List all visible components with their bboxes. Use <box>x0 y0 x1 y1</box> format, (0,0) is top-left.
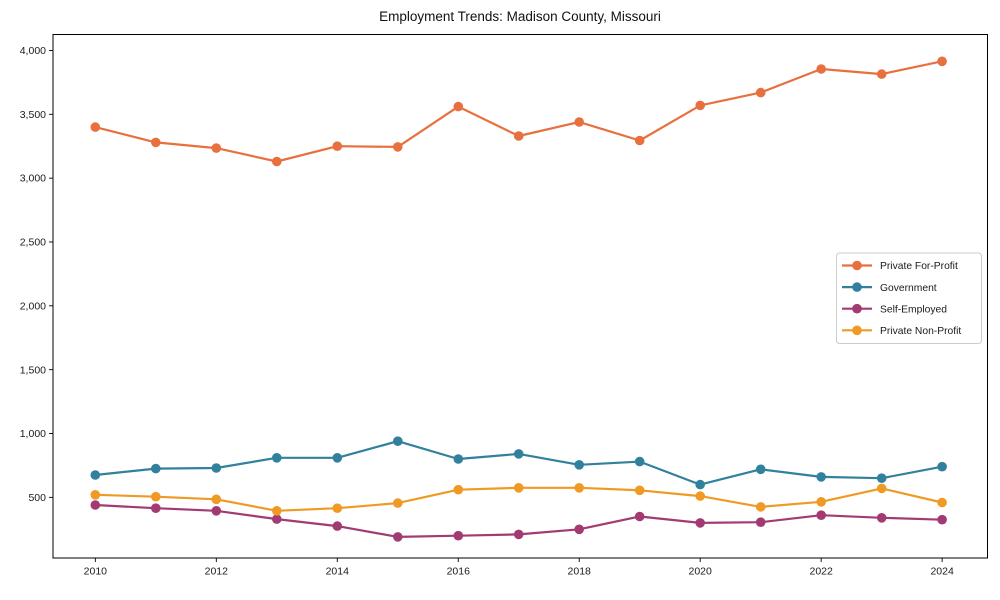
data-point-private-non-profit-2021 <box>755 502 766 512</box>
legend-label-private-for-profit: Private For-Profit <box>880 261 958 272</box>
data-point-private-for-profit-2022 <box>816 64 826 74</box>
data-point-private-for-profit-2011 <box>151 137 161 148</box>
data-point-self-employed-2016 <box>453 530 464 541</box>
data-point-self-employed-2010 <box>90 500 101 510</box>
data-point-private-for-profit-2014 <box>332 141 343 151</box>
data-point-private-non-profit-2022 <box>816 497 826 507</box>
legend <box>836 252 982 344</box>
data-point-government-2024 <box>937 461 947 472</box>
data-point-government-2019 <box>634 456 645 467</box>
data-point-private-non-profit-2024 <box>937 497 947 508</box>
data-point-private-for-profit-2019 <box>634 135 645 146</box>
data-point-self-employed-2011 <box>151 503 161 513</box>
data-point-private-for-profit-2024 <box>937 56 947 67</box>
legend-marker-private-for-profit <box>852 260 862 271</box>
data-point-private-for-profit-2012 <box>211 143 222 153</box>
data-point-private-for-profit-2020 <box>695 100 705 111</box>
data-point-government-2015 <box>393 436 403 447</box>
data-point-self-employed-2022 <box>816 510 826 520</box>
data-point-self-employed-2020 <box>695 518 705 528</box>
data-point-private-non-profit-2014 <box>332 503 343 513</box>
data-point-self-employed-2019 <box>634 511 645 522</box>
data-point-private-for-profit-2010 <box>90 122 101 132</box>
data-point-private-non-profit-2023 <box>876 483 887 494</box>
chart-title: Employment Trends: Madison County, Misso… <box>379 9 661 24</box>
y-axis-tick-label: 2,500 <box>20 237 46 249</box>
data-point-self-employed-2015 <box>393 532 403 542</box>
data-point-self-employed-2018 <box>574 524 584 535</box>
data-point-government-2014 <box>332 453 343 463</box>
data-point-government-2018 <box>574 460 584 470</box>
data-point-private-non-profit-2010 <box>90 490 101 500</box>
data-point-private-non-profit-2017 <box>513 483 524 493</box>
data-point-government-2021 <box>755 464 766 475</box>
y-axis-tick-label: 2,000 <box>20 300 46 312</box>
data-point-government-2016 <box>453 454 464 464</box>
series-line-government <box>95 440 943 486</box>
data-point-private-for-profit-2015 <box>393 142 403 152</box>
data-point-self-employed-2024 <box>937 514 947 525</box>
x-axis-tick-label: 2020 <box>689 566 713 578</box>
legend-label-self-employed: Self-Employed <box>880 304 947 315</box>
data-point-private-non-profit-2016 <box>453 484 464 495</box>
legend-marker-private-non-profit <box>852 325 862 336</box>
y-axis-tick-label: 1,000 <box>20 428 46 440</box>
data-point-private-for-profit-2023 <box>876 69 887 79</box>
y-axis-tick-label: 500 <box>28 492 46 504</box>
legend-marker-government <box>852 282 862 292</box>
x-axis-tick-label: 2018 <box>568 566 592 578</box>
data-point-private-non-profit-2012 <box>211 494 222 505</box>
data-point-government-2020 <box>695 479 705 490</box>
series-line-private-for-profit <box>95 60 943 163</box>
data-point-government-2013 <box>272 453 282 463</box>
y-axis-tick-label: 3,000 <box>20 173 46 185</box>
data-point-government-2023 <box>876 473 887 484</box>
data-point-government-2011 <box>151 463 161 474</box>
data-point-self-employed-2013 <box>272 514 282 524</box>
data-point-private-non-profit-2018 <box>574 483 584 493</box>
data-point-self-employed-2017 <box>513 529 524 540</box>
data-point-private-non-profit-2013 <box>272 506 282 516</box>
data-point-private-for-profit-2018 <box>574 117 584 127</box>
data-point-private-for-profit-2021 <box>755 87 766 98</box>
data-point-private-for-profit-2016 <box>453 101 464 112</box>
data-point-private-non-profit-2020 <box>695 491 705 501</box>
legend-marker-self-employed <box>852 303 862 314</box>
data-point-government-2017 <box>513 449 524 459</box>
legend-label-private-non-profit: Private Non-Profit <box>880 326 961 337</box>
data-point-private-non-profit-2015 <box>393 498 403 508</box>
data-point-government-2022 <box>816 472 826 482</box>
data-point-private-non-profit-2019 <box>634 485 645 496</box>
data-point-government-2012 <box>211 463 222 473</box>
data-point-private-for-profit-2017 <box>513 131 524 141</box>
x-axis-tick-label: 2022 <box>809 566 833 578</box>
y-axis-tick-label: 4,000 <box>20 45 46 57</box>
data-point-government-2010 <box>90 470 101 480</box>
data-point-self-employed-2014 <box>332 521 343 531</box>
x-axis-tick-label: 2016 <box>447 566 471 578</box>
data-point-private-non-profit-2011 <box>151 491 161 502</box>
y-axis-tick-label: 3,500 <box>20 109 46 121</box>
legend-label-government: Government <box>880 283 937 294</box>
data-point-private-for-profit-2013 <box>272 156 282 167</box>
x-axis-tick-label: 2024 <box>930 566 954 578</box>
data-point-self-employed-2023 <box>876 513 887 523</box>
data-point-self-employed-2012 <box>211 506 222 516</box>
y-axis-tick-label: 1,500 <box>20 364 46 376</box>
x-axis-tick-label: 2012 <box>205 566 229 578</box>
data-point-self-employed-2021 <box>755 517 766 527</box>
x-axis-tick-label: 2010 <box>84 566 108 578</box>
x-axis-tick-label: 2014 <box>326 566 350 578</box>
plot-border <box>52 34 988 559</box>
